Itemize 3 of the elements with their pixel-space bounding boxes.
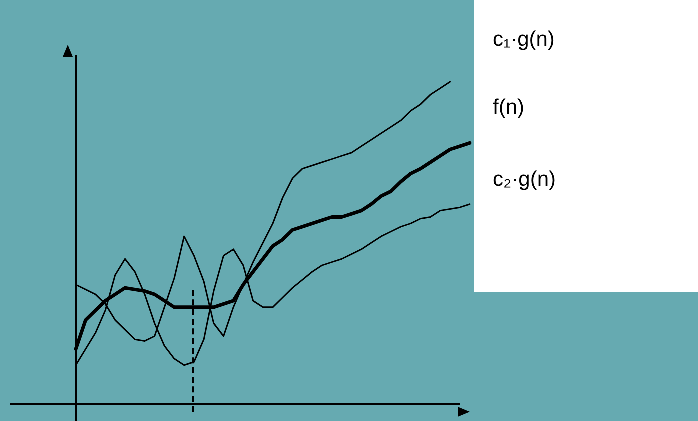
text: c₁·g(n) [493, 28, 555, 52]
series-label: c₂·g(n) [493, 168, 556, 192]
series-label: f(n) [493, 96, 524, 120]
